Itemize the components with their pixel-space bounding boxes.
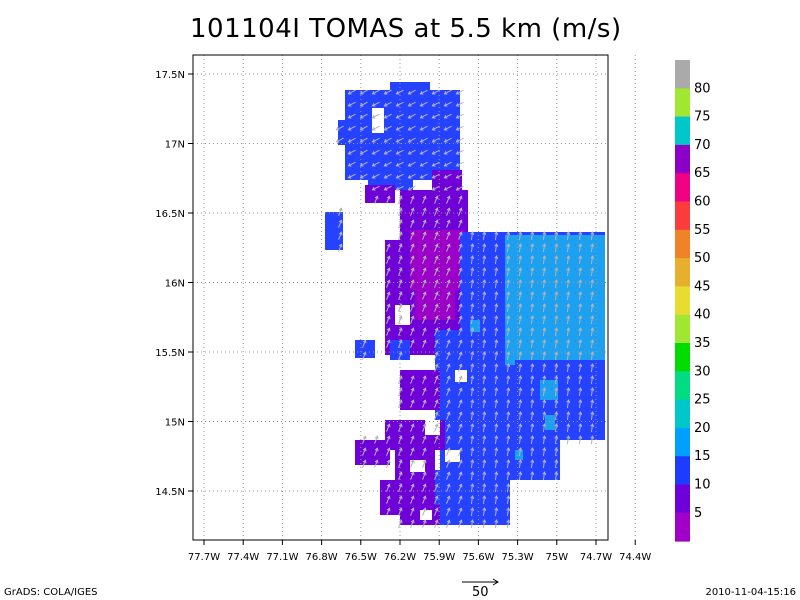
data-gap: [395, 305, 410, 325]
colorbar-swatch: [675, 343, 690, 372]
colorbar-swatch: [675, 456, 690, 485]
reference-vector-label: 50: [472, 585, 489, 600]
wind-speed-cell: [355, 440, 390, 465]
colorbar-swatch: [675, 229, 690, 259]
lon-tick-label: 76.8W: [306, 552, 338, 563]
colorbar-label: 50: [694, 251, 711, 266]
lat-tick-label: 15.5N: [155, 348, 185, 359]
wind-speed-cell: [545, 415, 555, 430]
colorbar-label: 30: [694, 364, 711, 379]
colorbar-label: 25: [694, 393, 711, 408]
colorbar-label: 70: [694, 138, 711, 153]
colorbar-swatch: [675, 286, 690, 316]
wind-speed-cell: [365, 185, 395, 203]
colorbar-swatch: [675, 258, 690, 287]
lat-lon-grid: [193, 55, 636, 540]
data-gap: [455, 370, 467, 382]
lon-tick-label: 75.3W: [502, 552, 534, 563]
wind-speed-cell: [345, 90, 460, 180]
wind-vector-arrows: [335, 89, 595, 529]
lat-tick-label: 15N: [165, 418, 185, 429]
colorbar-swatch: [675, 512, 690, 542]
colorbar-label: 80: [694, 81, 711, 96]
colorbar-swatch: [675, 173, 690, 202]
wind-speed-cell: [390, 340, 410, 360]
lon-tick-label: 77.1W: [266, 552, 298, 563]
colorbar-swatch: [675, 116, 690, 146]
data-gap: [425, 420, 440, 435]
lon-tick-label: 77.7W: [188, 552, 220, 563]
colorbar-label: 15: [694, 449, 711, 464]
wind-speed-cell: [338, 120, 353, 145]
colorbar-label: 65: [694, 166, 711, 181]
lon-tick-label: 75.6W: [462, 552, 494, 563]
data-gap: [372, 108, 384, 133]
wind-speed-cell: [515, 450, 523, 460]
lon-tick-label: 75W: [545, 552, 568, 563]
lat-tick-label: 17.5N: [155, 70, 185, 81]
colorbar: 5 10 15 20 25 30 35 40 45 50 55 60 65 70 75 80: [675, 60, 711, 542]
colorbar-label: 10: [694, 478, 711, 493]
lon-tick-label: 77.4W: [227, 552, 259, 563]
wind-speed-cell: [355, 340, 375, 358]
colorbar-label: 40: [694, 308, 711, 323]
plot-title: 101104I TOMAS at 5.5 km (m/s): [190, 14, 622, 44]
lat-tick-label: 16N: [165, 279, 185, 290]
colorbar-label: 45: [694, 279, 711, 294]
latitude-axis: 17.5N 17N 16.5N 16N 15.5N 15N 14.5N: [155, 70, 193, 498]
wind-speed-field: [325, 82, 605, 525]
wind-speed-cell: [400, 370, 440, 410]
wind-speed-cell: [505, 345, 515, 365]
colorbar-swatch: [675, 484, 690, 514]
timestamp: 2010-11-04-15:16: [705, 587, 796, 598]
data-gap: [445, 450, 460, 462]
wind-speed-cell: [470, 320, 480, 332]
wind-speed-cell: [325, 212, 343, 250]
colorbar-label: 55: [694, 223, 711, 238]
colorbar-swatch: [675, 201, 690, 231]
longitude-axis: 77.7W 77.4W 77.1W 76.8W 76.5W 76.2W 75.9W 75.6W…: [188, 540, 651, 563]
colorbar-label: 60: [694, 195, 711, 210]
data-gap: [420, 510, 432, 520]
colorbar-label: 75: [694, 110, 711, 125]
lon-tick-label: 76.2W: [384, 552, 416, 563]
colorbar-swatch: [675, 88, 690, 118]
lat-tick-label: 14.5N: [155, 487, 185, 498]
wind-speed-cell: [540, 380, 558, 400]
lat-tick-label: 17N: [165, 140, 185, 151]
lon-tick-label: 74.4W: [619, 552, 651, 563]
grads-credit: GrADS: COLA/IGES: [4, 587, 98, 598]
colorbar-swatch: [675, 427, 690, 457]
colorbar-swatch: [675, 144, 690, 174]
colorbar-swatch: [675, 399, 690, 429]
colorbar-label: 20: [694, 421, 711, 436]
lon-tick-label: 75.9W: [423, 552, 455, 563]
colorbar-label: 35: [694, 336, 711, 351]
colorbar-label: 5: [694, 506, 702, 521]
lat-tick-label: 16.5N: [155, 209, 185, 220]
colorbar-swatch: [675, 371, 690, 401]
lon-tick-label: 74.7W: [580, 552, 612, 563]
colorbar-swatch: [675, 60, 690, 89]
wind-speed-cell: [440, 400, 560, 480]
lon-tick-label: 76.5W: [345, 552, 377, 563]
colorbar-swatch: [675, 314, 690, 344]
reference-vector-arrow: [462, 578, 499, 586]
